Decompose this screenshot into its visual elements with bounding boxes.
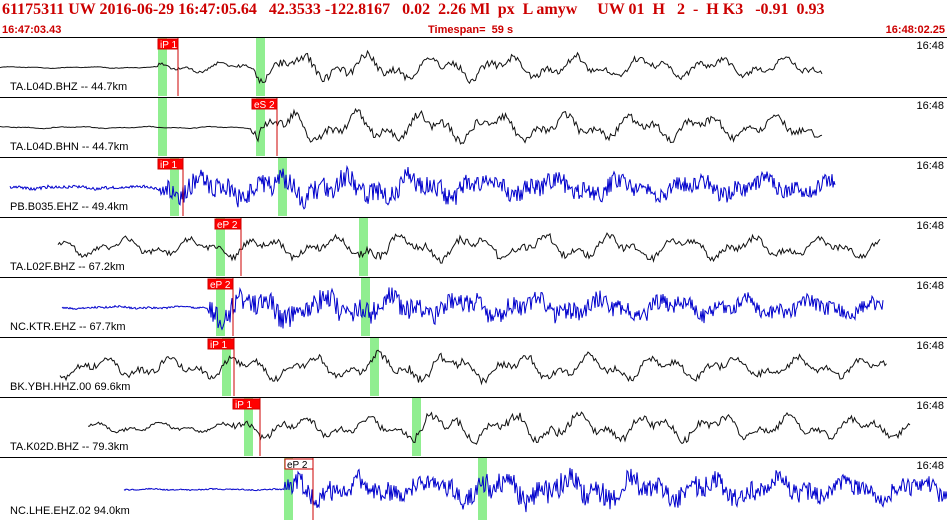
seismogram-waveform <box>123 467 947 513</box>
trace-time: 16:48 <box>916 160 944 172</box>
trace-panel-3[interactable]: iP 1 PB.B035.EHZ -- 49.4km 16:48 <box>0 157 947 216</box>
pick-label: iP 1 <box>160 160 177 171</box>
trace-time: 16:48 <box>916 460 944 472</box>
trace-label: TA.K02D.BHZ -- 79.3km <box>10 441 129 453</box>
timespan-label: Timespan= 59 s <box>428 24 514 36</box>
phase-window-band <box>278 158 287 216</box>
pick-label: eP 2 <box>287 460 308 471</box>
trace-panel-5[interactable]: eP 2 NC.KTR.EHZ -- 67.7km 16:48 <box>0 277 947 336</box>
trace-time: 16:48 <box>916 340 944 352</box>
pick-flag[interactable] <box>251 98 278 110</box>
trace-panel-6[interactable]: iP 1 BK.YBH.HHZ.00 69.6km 16:48 <box>0 337 947 396</box>
waveform-2[interactable]: eS 2 <box>0 98 947 156</box>
phase-window-band <box>244 398 253 456</box>
waveform-3[interactable]: iP 1 <box>0 158 947 216</box>
trace-time: 16:48 <box>916 40 944 52</box>
pick-flag[interactable] <box>157 38 179 50</box>
phase-window-band <box>170 158 179 216</box>
trace-label: TA.L04D.BHN -- 44.7km <box>10 141 129 153</box>
seismogram-waveform <box>57 232 881 264</box>
seismogram-waveform <box>59 349 887 386</box>
waveform-5[interactable]: eP 2 <box>0 278 947 336</box>
trace-label: BK.YBH.HHZ.00 69.6km <box>10 381 131 393</box>
pick-flag[interactable] <box>284 458 314 470</box>
phase-window-band <box>158 38 167 96</box>
seismogram-waveform <box>87 411 911 445</box>
trace-time: 16:48 <box>916 280 944 292</box>
pick-flag[interactable] <box>214 218 242 230</box>
phase-window-band <box>359 218 368 276</box>
trace-panel-8[interactable]: eP 2 NC.LHE.EHZ.02 94.0km 16:48 <box>0 457 947 520</box>
pick-label: iP 1 <box>160 40 177 51</box>
trace-time: 16:48 <box>916 220 944 232</box>
pick-flag[interactable] <box>232 398 261 410</box>
phase-window-band <box>370 338 379 396</box>
phase-window-band <box>412 398 421 456</box>
trace-time: 16:48 <box>916 100 944 112</box>
waveform-1[interactable]: iP 1 <box>0 38 947 96</box>
trace-panel-7[interactable]: iP 1 TA.K02D.BHZ -- 79.3km 16:48 <box>0 397 947 456</box>
pick-label: iP 1 <box>210 340 227 351</box>
event-header: 61175311 UW 2016-06-29 16:47:05.64 42.35… <box>0 0 947 37</box>
waveform-8[interactable]: eP 2 <box>0 458 947 520</box>
seismogram-waveform <box>61 286 884 331</box>
event-info-line: 61175311 UW 2016-06-29 16:47:05.64 42.35… <box>2 1 825 18</box>
trace-time: 16:48 <box>916 400 944 412</box>
waveform-7[interactable]: iP 1 <box>0 398 947 456</box>
trace-label: NC.KTR.EHZ -- 67.7km <box>10 321 126 333</box>
pick-flag[interactable] <box>157 158 184 170</box>
phase-window-band <box>158 98 167 156</box>
pick-flag[interactable] <box>207 338 235 350</box>
start-time: 16:47:03.43 <box>2 24 62 36</box>
trace-label: TA.L04D.BHZ -- 44.7km <box>10 81 128 93</box>
phase-window-band <box>361 278 370 336</box>
seismogram-waveform <box>9 164 836 210</box>
end-time: 16:48:02.25 <box>885 24 945 36</box>
waveform-4[interactable]: eP 2 <box>0 218 947 276</box>
phase-window-band <box>216 278 225 336</box>
phase-window-band <box>222 338 231 396</box>
pick-label: eP 2 <box>210 280 231 291</box>
trace-label: PB.B035.EHZ -- 49.4km <box>10 201 128 213</box>
phase-window-band <box>256 98 265 156</box>
waveform-6[interactable]: iP 1 <box>0 338 947 396</box>
phase-window-band <box>256 38 265 96</box>
seismogram-waveform <box>0 49 823 85</box>
trace-label: NC.LHE.EHZ.02 94.0km <box>10 505 130 517</box>
pick-label: eP 2 <box>217 220 238 231</box>
trace-panel-4[interactable]: eP 2 TA.L02F.BHZ -- 67.2km 16:48 <box>0 217 947 276</box>
trace-panel-2[interactable]: eS 2 TA.L04D.BHN -- 44.7km 16:48 <box>0 97 947 156</box>
pick-flag[interactable] <box>207 278 234 290</box>
seismogram-waveform <box>0 107 823 145</box>
seismogram-traces[interactable]: iP 1 TA.L04D.BHZ -- 44.7km 16:48 eS 2 TA… <box>0 37 947 520</box>
trace-label: TA.L02F.BHZ -- 67.2km <box>10 261 125 273</box>
trace-panel-1[interactable]: iP 1 TA.L04D.BHZ -- 44.7km 16:48 <box>0 37 947 96</box>
pick-label: iP 1 <box>235 400 252 411</box>
pick-label: eS 2 <box>254 100 275 111</box>
phase-window-band <box>478 458 487 520</box>
